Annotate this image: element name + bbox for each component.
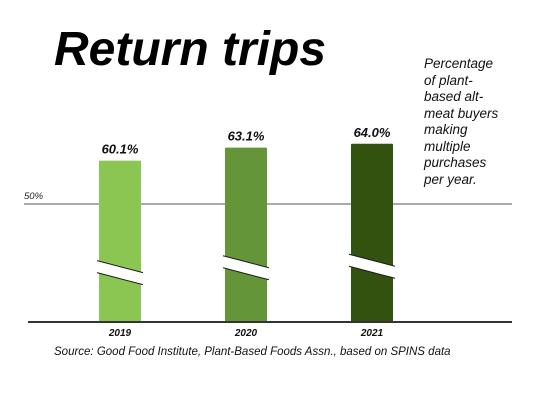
axis-break-slash [223,255,269,280]
x-tick-label: 2021 [360,328,384,339]
subtitle-line: making [424,122,468,137]
data-label: 64.0% [354,125,391,140]
bar-2021 [351,143,393,322]
x-tick-label: 2019 [108,328,132,339]
subtitle-line: multiple [424,138,471,154]
axis-break-edge [348,265,396,279]
chart-subtitle: Percentage of plant-based alt-meat buyers… [424,56,528,188]
subtitle-line: of plant- [424,72,473,88]
data-label: 60.1% [102,142,139,157]
axis-break-edge [96,260,144,274]
chart-title: Return trips [54,23,327,76]
bar-2020 [225,147,267,322]
axis-break-slash [349,254,395,279]
x-tick-label: 2020 [234,328,258,339]
subtitle-line: purchases [424,155,487,170]
bar-2019 [99,160,141,322]
reference-line-label: 50% [24,191,44,202]
axis-break-edge [222,255,270,269]
axis-break-edge [222,267,270,281]
axis-break-edge [348,253,396,267]
subtitle-line: based alt- [424,89,484,104]
subtitle-line: per year. [424,171,477,187]
axis-break-slash [97,260,143,285]
source-note: Source: Good Food Institute, Plant-Based… [54,346,451,358]
data-label: 63.1% [228,129,265,144]
subtitle-line: meat buyers [424,105,499,121]
subtitle-line: Percentage [424,56,494,71]
axis-break-edge [96,272,144,286]
